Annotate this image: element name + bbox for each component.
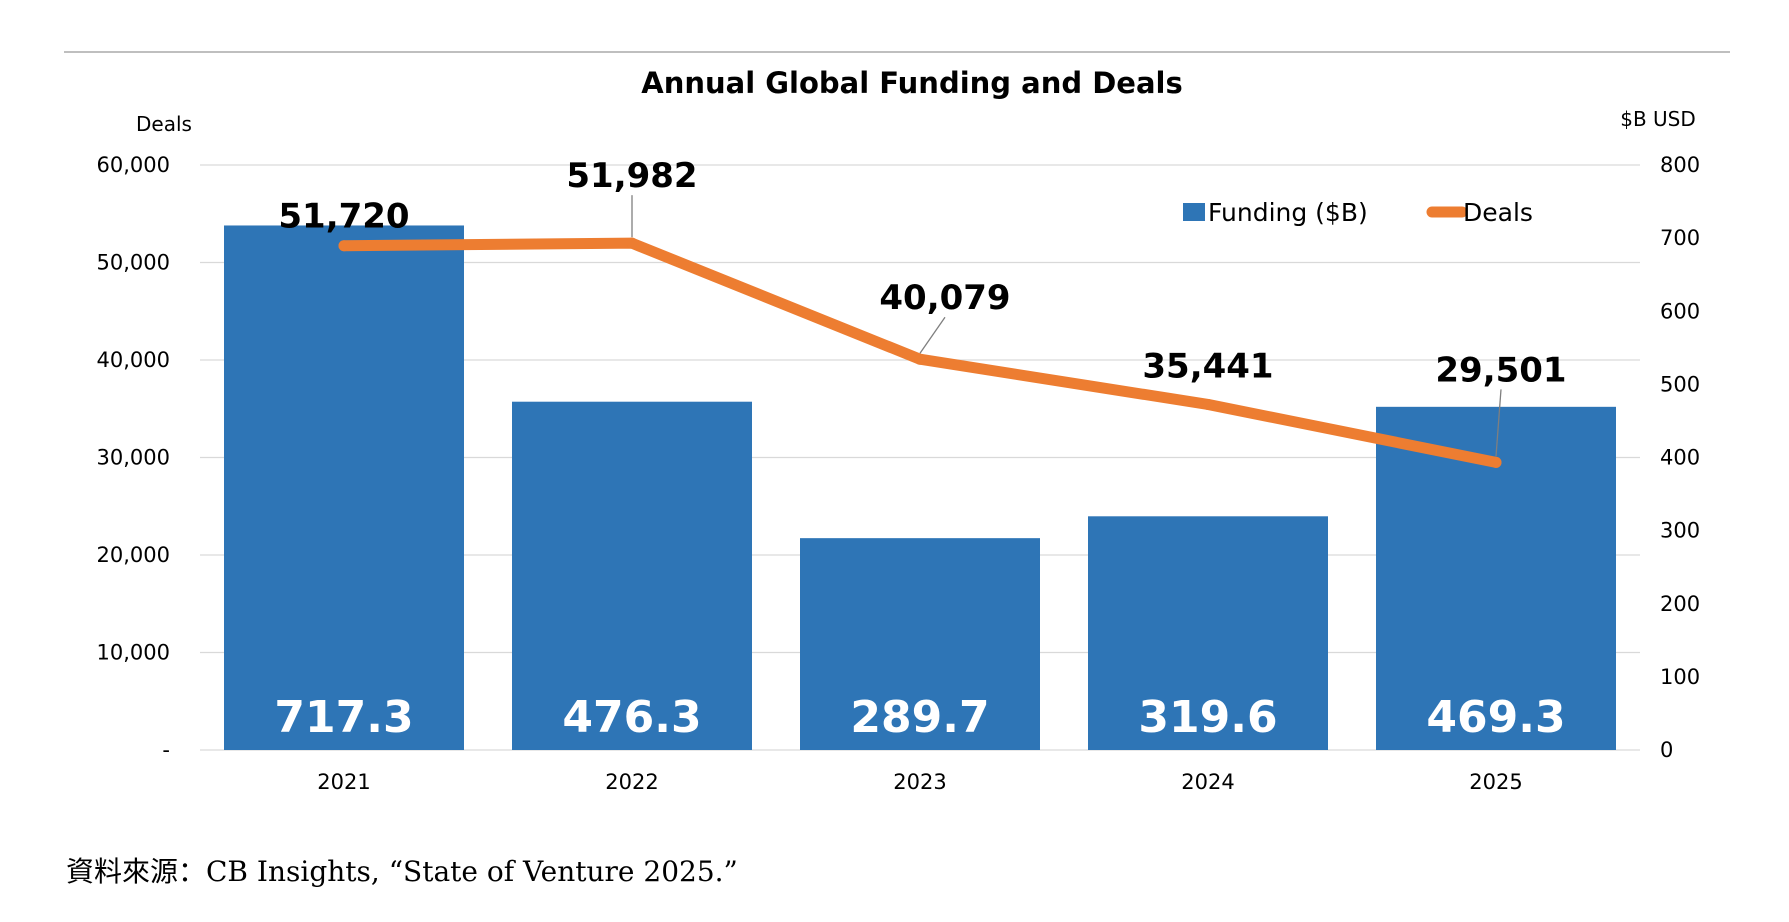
deals-point [1490,456,1502,468]
legend-deals-label: Deals [1463,198,1533,227]
chart-title: Annual Global Funding and Deals [641,66,1182,100]
right-axis-tick-label: 300 [1660,519,1700,543]
deals-label-leader [1495,389,1502,457]
x-axis-tick-label: 2021 [317,770,370,794]
source-note: 資料來源：CB Insights, “State of Venture 2025… [66,855,738,888]
deals-point [338,240,350,252]
deals-data-label: 35,441 [1142,346,1273,386]
right-axis-tick-label: 800 [1660,153,1700,177]
funding-bar-label: 289.7 [850,692,989,743]
funding-bar-label: 319.6 [1138,692,1277,743]
right-axis-tick-label: 400 [1660,446,1700,470]
axis-ticks: - 10,000 20,000 30,000 40,000 50,000 60,000 0 10… [97,153,1701,794]
left-axis-tick-label: - [162,738,170,762]
legend-funding-swatch [1183,203,1205,221]
x-axis-tick-label: 2025 [1469,770,1522,794]
x-axis-tick-label: 2023 [893,770,946,794]
left-axis-tick-label: 20,000 [97,543,170,567]
deals-data-label: 51,720 [278,197,409,237]
right-axis-tick-label: 0 [1660,738,1673,762]
right-axis-tick-label: 600 [1660,299,1700,323]
deals-line-layer [338,237,1502,468]
right-axis-tick-label: 500 [1660,372,1700,396]
right-axis-tick-label: 700 [1660,226,1700,250]
funding-bar [512,401,752,750]
x-axis-tick-label: 2022 [605,770,658,794]
deals-data-label: 40,079 [879,278,1010,318]
funding-bar [1088,516,1328,750]
left-axis-title: Deals [136,112,192,136]
right-axis-tick-label: 200 [1660,592,1700,616]
left-axis-tick-label: 50,000 [97,251,170,275]
deals-label-leader [919,316,946,354]
left-axis-tick-label: 40,000 [97,348,170,372]
deals-data-label: 51,982 [566,156,697,196]
funding-bar-label: 717.3 [274,692,413,743]
funding-bars [224,225,1616,751]
left-axis-tick-label: 60,000 [97,153,170,177]
funding-bar-label: 469.3 [1426,692,1565,743]
data-labels: 717.3 476.3 289.7 319.6 469.3 51,720 51,982 40,… [274,156,1566,743]
deals-data-label: 29,501 [1435,350,1566,390]
legend: Funding ($B) Deals [1183,198,1533,227]
x-axis-tick-label: 2024 [1181,770,1234,794]
legend-funding-label: Funding ($B) [1208,198,1368,227]
deals-point [626,237,638,249]
right-axis-title: $B USD [1620,107,1696,131]
funding-bar-label: 476.3 [562,692,701,743]
funding-bar [800,538,1040,750]
right-axis-tick-label: 100 [1660,665,1700,689]
deals-point [1202,398,1214,410]
left-axis-tick-label: 10,000 [97,641,170,665]
left-axis-tick-label: 30,000 [97,446,170,470]
deals-point [914,353,926,365]
funding-bar [224,225,464,751]
